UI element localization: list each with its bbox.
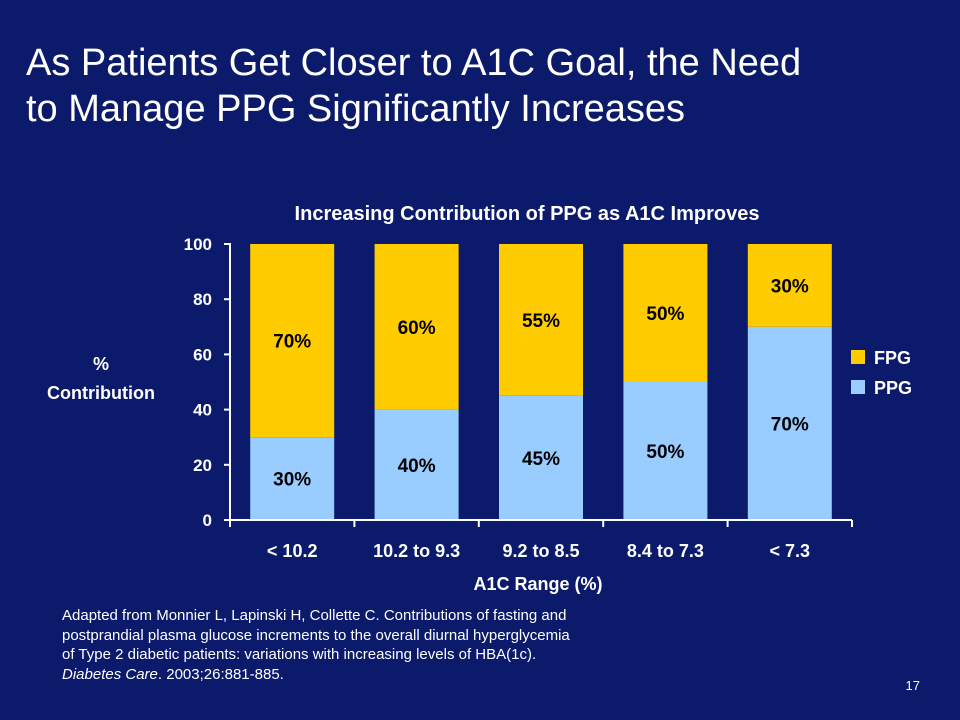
data-label-ppg-0: 30% (273, 470, 311, 491)
bar-fpg-0 (250, 244, 335, 438)
slide-title-line-2: to Manage PPG Significantly Increases (26, 88, 686, 130)
x-tick-label-1: 10.2 to 9.3 (373, 541, 460, 561)
bar-ppg-1 (374, 409, 459, 520)
data-label-ppg-2: 45% (522, 449, 560, 470)
bar-ppg-3 (623, 382, 708, 520)
x-axis-label: A1C Range (%) (473, 574, 602, 594)
plot-area: 30% 70% < 10.2 40% 60% 10.2 to 9.3 45% 55% 9.2 t… (184, 235, 912, 561)
citation-line-2: postprandial plasma glucose increments t… (62, 626, 570, 644)
data-label-fpg-3: 50% (646, 304, 684, 325)
bar-fpg-1 (374, 244, 459, 410)
slide-title-line-1: As Patients Get Closer to A1C Goal, the … (26, 42, 802, 84)
x-tick-label-2: 9.2 to 8.5 (502, 541, 579, 561)
data-label-fpg-1: 60% (398, 318, 436, 339)
citation-details: . 2003;26:881-885. (157, 665, 284, 683)
x-tick-label-4: < 7.3 (770, 541, 811, 561)
data-label-ppg-3: 50% (646, 442, 684, 463)
data-label-fpg-4: 30% (771, 276, 809, 297)
bar-fpg-3 (623, 244, 708, 382)
citation-line-3: of Type 2 diabetic patients: variations … (62, 646, 537, 663)
y-tick-label-1: 20 (193, 456, 212, 475)
page-number: 17 (905, 678, 920, 693)
y-axis-label-line-1: % (93, 354, 109, 374)
data-label-fpg-2: 55% (522, 311, 560, 332)
y-tick-label-5: 100 (184, 235, 212, 254)
chart-title: Increasing Contribution of PPG as A1C Im… (295, 203, 760, 225)
bar-ppg-0 (250, 437, 335, 520)
legend-swatch-fpg (851, 350, 865, 364)
data-label-ppg-1: 40% (398, 456, 436, 477)
x-tick-label-0: < 10.2 (267, 541, 318, 561)
legend-swatch-ppg (851, 380, 865, 394)
citation: Adapted from Monnier L, Lapinski H, Coll… (62, 606, 722, 684)
y-tick-label-0: 0 (203, 511, 212, 530)
data-label-fpg-0: 70% (273, 332, 311, 353)
y-tick-label-2: 40 (193, 401, 212, 420)
y-axis-label-line-2: Contribution (47, 383, 155, 403)
slide-title: As Patients Get Closer to A1C Goal, the … (26, 40, 926, 132)
x-tick-label-3: 8.4 to 7.3 (627, 541, 704, 561)
bar-ppg-4 (747, 326, 832, 520)
citation-line-1: Adapted from Monnier L, Lapinski H, Coll… (62, 607, 567, 624)
citation-line-4: Diabetes Care. 2003;26:881-885. (62, 665, 722, 685)
bar-fpg-4 (747, 244, 832, 327)
legend-label-ppg: PPG (874, 378, 912, 398)
data-label-ppg-4: 70% (771, 414, 809, 435)
legend-label-fpg: FPG (874, 348, 911, 368)
bar-fpg-2 (499, 244, 583, 396)
y-tick-label-4: 80 (193, 290, 212, 309)
bar-ppg-2 (499, 395, 583, 520)
y-tick-label-3: 60 (193, 345, 212, 364)
citation-journal: Diabetes Care (62, 665, 158, 683)
